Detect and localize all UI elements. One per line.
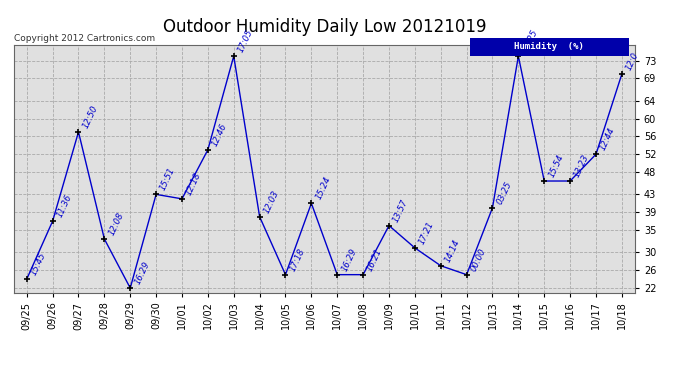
Text: 11:36: 11:36 [55, 193, 74, 219]
Text: 15:51: 15:51 [159, 166, 177, 192]
Text: 03:25: 03:25 [495, 180, 513, 206]
Text: 15:54: 15:54 [547, 153, 565, 179]
Text: 16:29: 16:29 [340, 246, 358, 272]
Text: 17:21: 17:21 [417, 220, 436, 246]
Text: 14:14: 14:14 [444, 238, 462, 264]
Text: 12:44: 12:44 [599, 126, 617, 152]
Text: 15:45: 15:45 [29, 251, 48, 277]
Text: 16:21: 16:21 [366, 246, 384, 272]
Text: Copyright 2012 Cartronics.com: Copyright 2012 Cartronics.com [14, 34, 155, 43]
Text: 12:18: 12:18 [185, 171, 203, 196]
Text: 12:46: 12:46 [210, 122, 229, 148]
Title: Outdoor Humidity Daily Low 20121019: Outdoor Humidity Daily Low 20121019 [163, 18, 486, 36]
Text: 15:24: 15:24 [314, 175, 333, 201]
Text: 12:03: 12:03 [262, 189, 281, 214]
Text: 13:23: 13:23 [573, 153, 591, 179]
Text: 12:0: 12:0 [624, 51, 640, 72]
Text: 17:05: 17:05 [236, 28, 255, 54]
Text: 16:29: 16:29 [133, 260, 151, 286]
Text: 17:18: 17:18 [288, 246, 306, 272]
Text: 13:57: 13:57 [392, 198, 410, 223]
Text: 14:25: 14:25 [521, 28, 540, 54]
Text: 12:50: 12:50 [81, 104, 99, 130]
Text: 00:00: 00:00 [469, 246, 488, 272]
Text: 12:08: 12:08 [107, 211, 126, 237]
